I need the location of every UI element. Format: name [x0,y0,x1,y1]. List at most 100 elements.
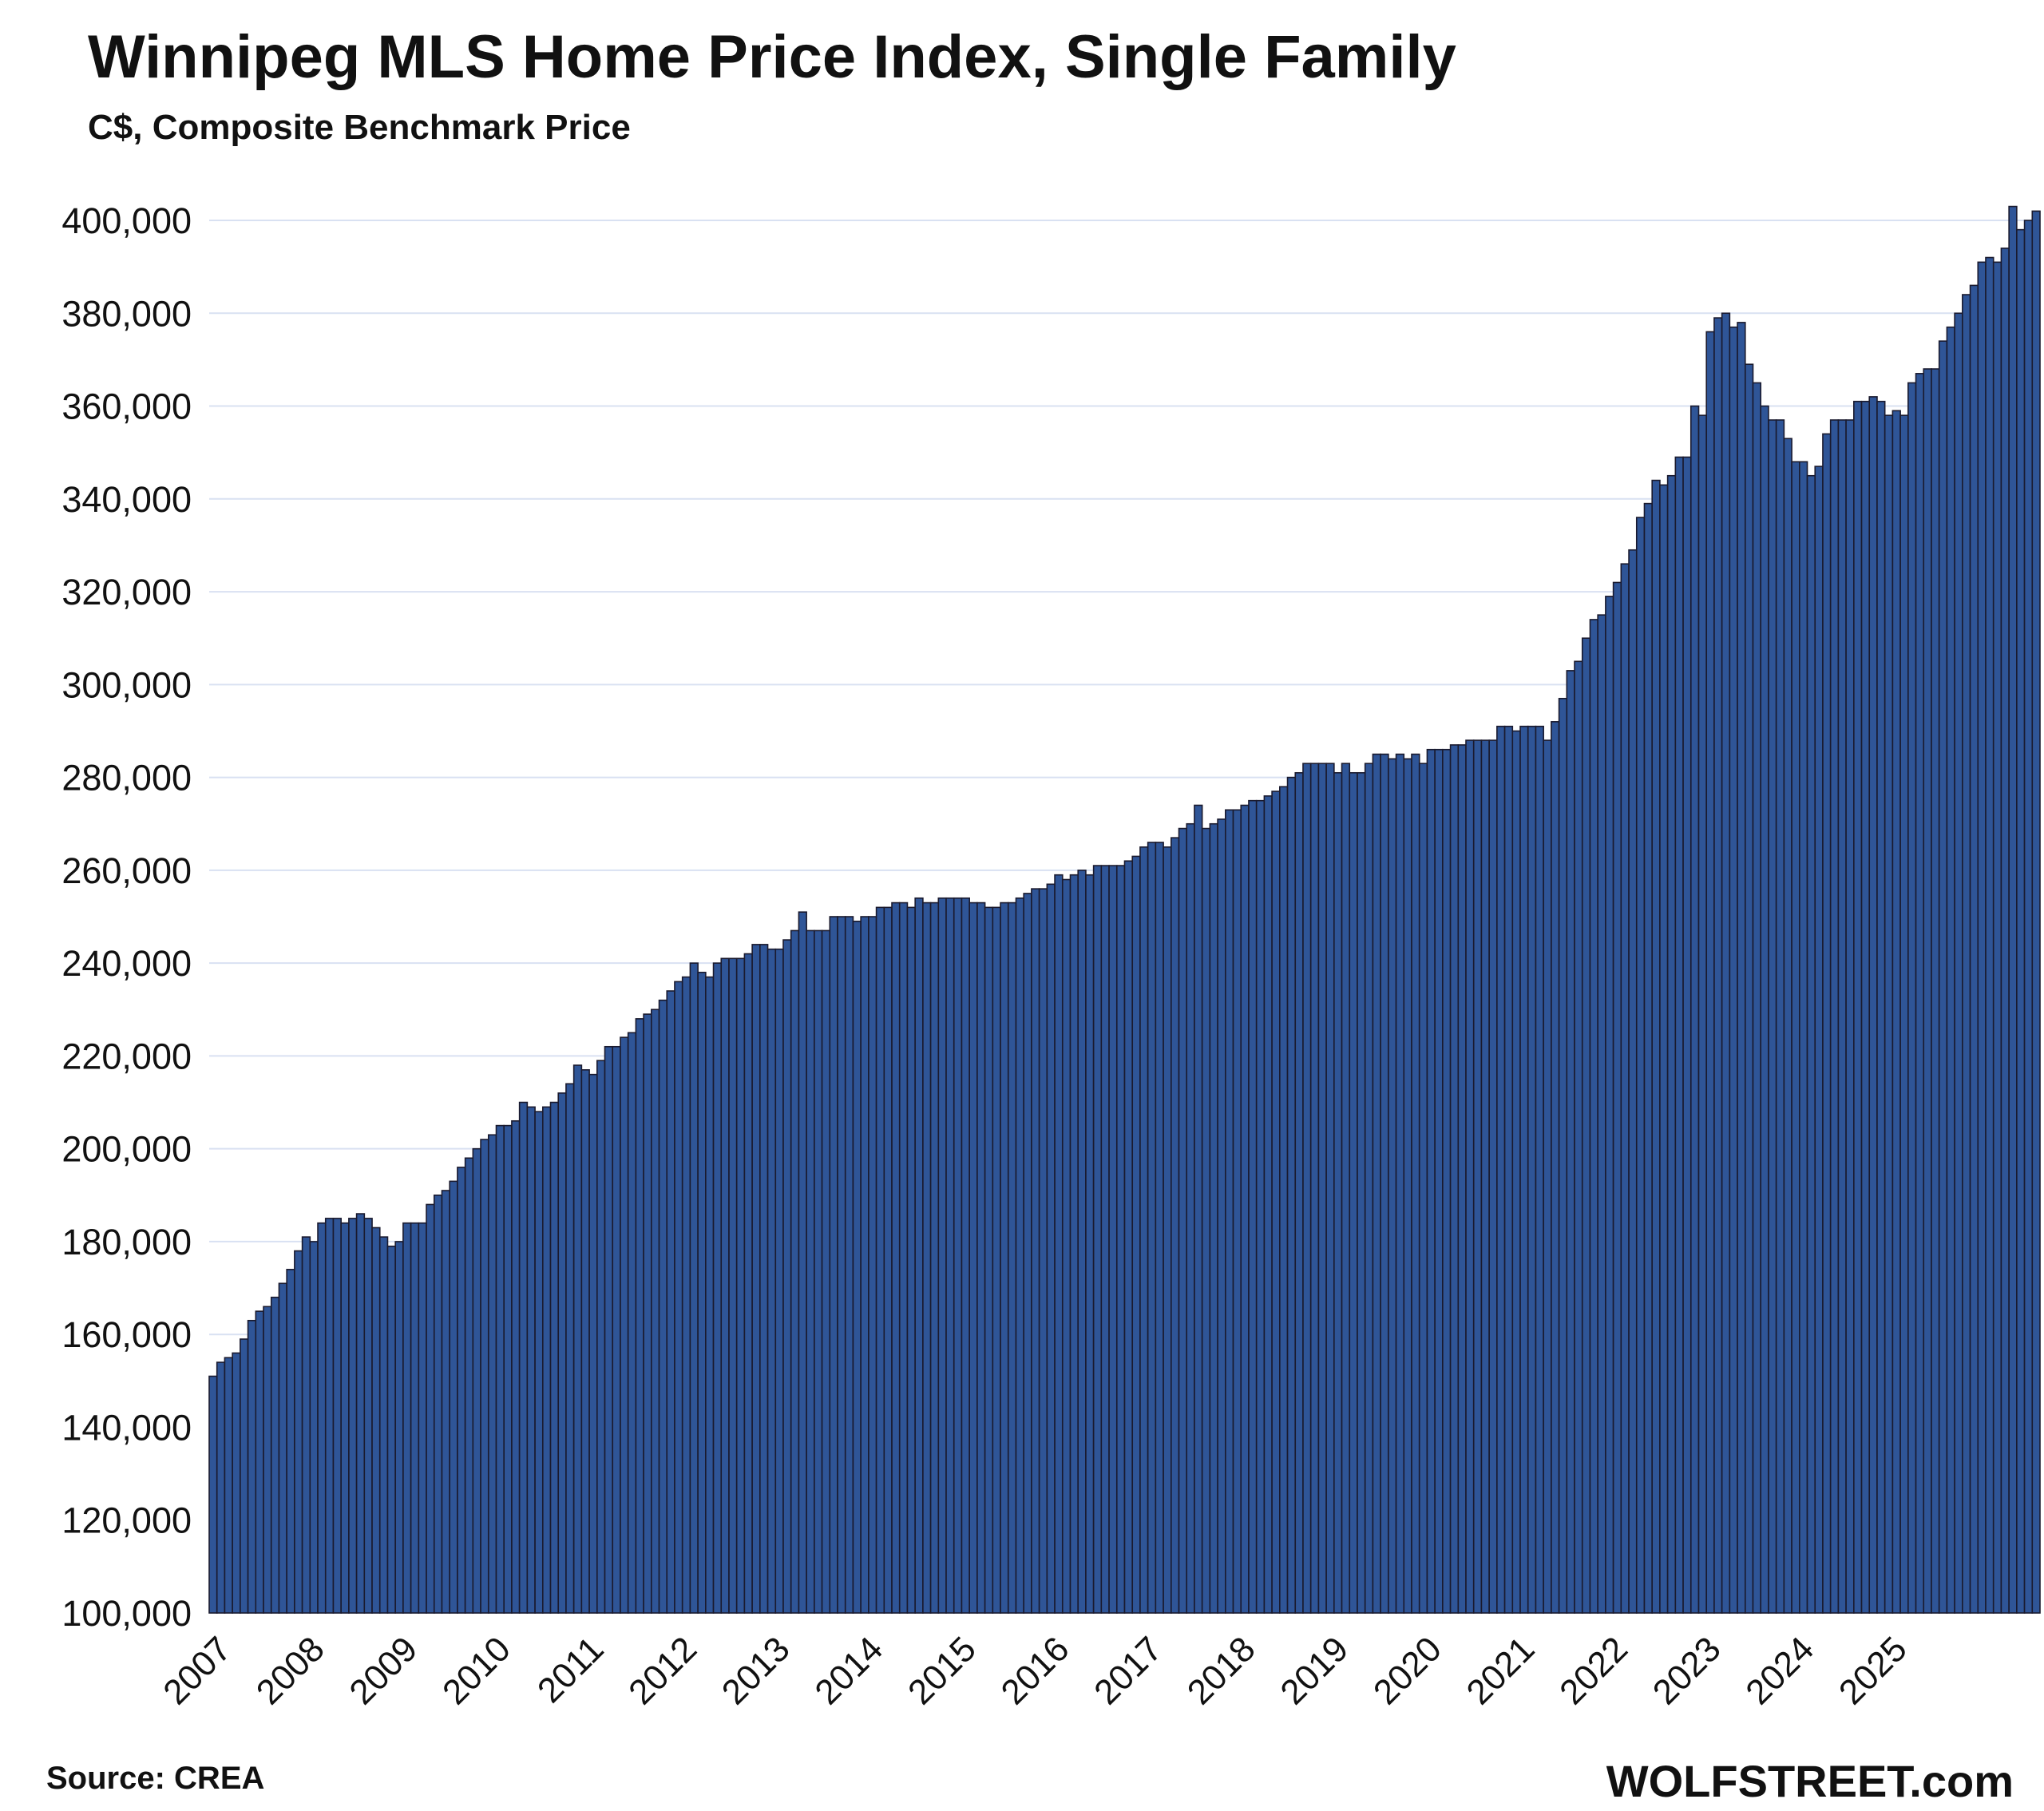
bar [891,902,901,1614]
bar [1472,739,1483,1614]
bar [759,944,769,1614]
bar [1597,614,1606,1614]
bar [1054,874,1064,1614]
bar [1783,438,1792,1614]
bar [1434,748,1444,1614]
bar [1309,763,1320,1614]
bar [883,906,893,1614]
y-tick-label: 320,000 [61,572,192,612]
y-tick-label: 280,000 [61,758,192,799]
bar [1891,410,1901,1614]
bar [1628,549,1638,1614]
bar [766,948,777,1614]
bar [1775,419,1785,1614]
bar [301,1236,311,1614]
brand-watermark: WOLFSTREET.com [1606,1756,2014,1806]
bar [1209,822,1218,1614]
bar [1225,809,1234,1614]
bar [1388,758,1397,1614]
bar [348,1218,358,1614]
bar [1372,753,1381,1614]
bar [1007,902,1017,1614]
x-tick-label: 2018 [1180,1629,1263,1712]
bar [1752,382,1762,1614]
bar [402,1222,412,1614]
bar [1791,461,1800,1614]
bar [821,929,831,1614]
bar [1046,883,1056,1614]
bar [549,1101,560,1614]
bar [1317,763,1327,1614]
bar [324,1218,335,1614]
bar [643,1013,652,1614]
bar [596,1060,606,1614]
bar [1077,870,1087,1614]
bar [1923,368,1932,1614]
x-tick-label: 2015 [901,1629,984,1712]
bar [495,1124,505,1614]
bar [1907,382,1917,1614]
bar [1822,433,1832,1614]
bar [1837,419,1847,1614]
y-tick-label: 360,000 [61,386,192,427]
x-tick-label: 2016 [994,1629,1077,1712]
bar [1969,284,1979,1614]
bar [1108,865,1118,1614]
bar [790,929,800,1614]
bar [782,939,792,1614]
bar [1085,874,1095,1614]
y-tick-label: 340,000 [61,479,192,520]
bar [1426,748,1436,1614]
bar [1511,730,1521,1614]
y-tick-label: 120,000 [61,1500,192,1541]
bar [1194,804,1203,1614]
bar [572,1064,583,1614]
bar [332,1218,342,1614]
bar [1884,414,1894,1614]
bar [1100,865,1110,1614]
bar [1806,474,1816,1614]
bar [1931,368,1940,1614]
bar [969,902,978,1614]
bar [1860,400,1871,1614]
source-note: Source: CREA [46,1761,265,1796]
bar [1519,725,1529,1614]
bar [1115,865,1126,1614]
bar [1985,256,1994,1614]
bar [914,897,924,1614]
bar [449,1180,458,1614]
bar [208,1375,218,1614]
bar [1666,474,1677,1614]
bar [1689,405,1700,1614]
bar [1651,479,1661,1614]
bar [976,902,986,1614]
bar [1038,888,1048,1614]
y-tick-label: 400,000 [61,200,192,241]
bar [1069,874,1079,1614]
bar [1333,771,1343,1614]
bar [1171,837,1180,1614]
bar [518,1101,529,1614]
bar [620,1036,629,1614]
bar [1496,725,1506,1614]
bar [317,1222,327,1614]
bar [1682,456,1692,1614]
bar [1954,312,1963,1614]
x-tick-label: 2007 [156,1629,239,1712]
bar [1395,753,1405,1614]
bar [1737,322,1746,1614]
bar [426,1203,435,1614]
x-tick-label: 2023 [1646,1629,1729,1712]
y-tick-label: 220,000 [61,1036,192,1076]
bar [1744,363,1754,1614]
bar [270,1296,280,1614]
bar [1814,466,1824,1614]
bar [1527,725,1537,1614]
bar [1946,326,1955,1614]
bar [1574,660,1583,1614]
bar [503,1124,513,1614]
bar [1713,317,1723,1614]
bar [1977,261,1987,1614]
chart-subtitle: C$, Composite Benchmark Price [88,108,631,147]
bar [464,1157,474,1614]
